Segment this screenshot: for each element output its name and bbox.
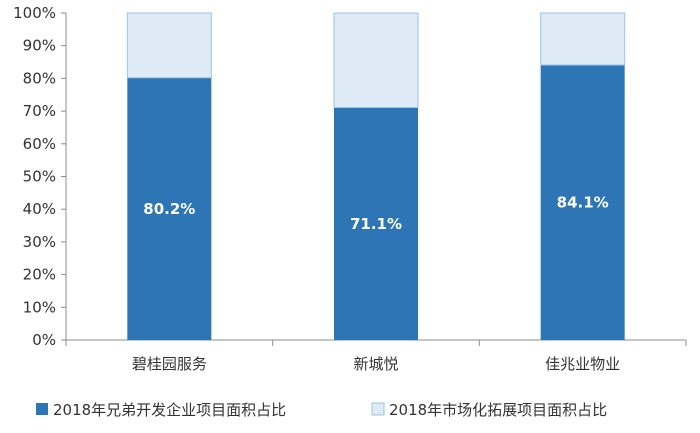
x-category-label: 新城悦: [353, 355, 398, 373]
data-label: 80.2%: [143, 200, 195, 218]
bar-segment-market-0: [126, 12, 212, 79]
bar-segment-market-2: [540, 12, 626, 66]
y-tick-label: 60%: [23, 135, 56, 153]
data-label: 84.1%: [557, 193, 609, 211]
legend-label: 2018年市场化拓展项目面积占比: [389, 401, 607, 419]
legend-label: 2018年兄弟开发企业项目面积占比: [53, 401, 286, 419]
x-category-label: 佳兆业物业: [545, 355, 620, 373]
y-tick-label: 0%: [32, 331, 56, 349]
bar-segment-market-1: [333, 12, 419, 109]
y-tick-label: 70%: [23, 102, 56, 120]
y-tick-label: 40%: [23, 200, 56, 218]
bar-segment-developer-2: [540, 64, 625, 341]
bar-segment-developer-0: [127, 77, 212, 340]
bar-segment-developer-1: [334, 107, 418, 341]
legend-swatch: [371, 402, 385, 416]
y-tick-label: 30%: [23, 233, 56, 251]
y-tick-label: 100%: [13, 4, 56, 22]
y-tick-label: 50%: [23, 168, 56, 186]
y-tick-label: 20%: [23, 266, 56, 284]
y-tick-label: 90%: [23, 37, 56, 55]
data-label: 71.1%: [350, 215, 402, 233]
legend-swatch: [36, 403, 48, 415]
y-tick-label: 10%: [23, 298, 56, 316]
y-tick-label: 80%: [23, 69, 56, 87]
x-category-label: 碧桂园服务: [132, 355, 207, 373]
